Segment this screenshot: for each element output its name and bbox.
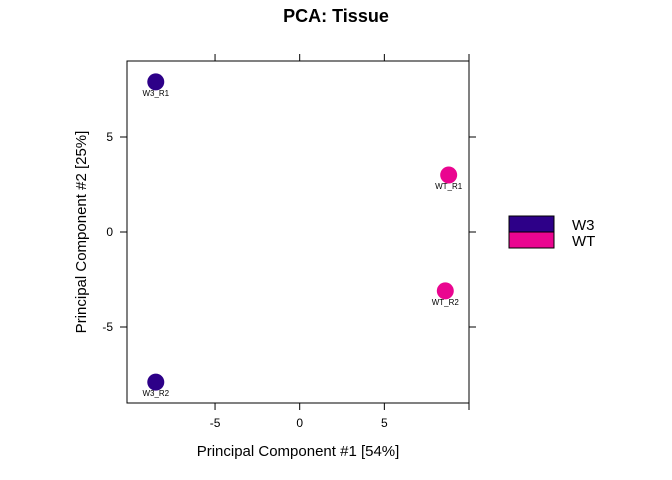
y-tick-label: 5 xyxy=(106,130,113,144)
chart-title: PCA: Tissue xyxy=(283,6,389,26)
point-label: W3_R2 xyxy=(142,389,169,398)
axis-ticks: -5 0 5 -5 0 5 xyxy=(102,54,476,430)
y-tick-label: 0 xyxy=(106,225,113,239)
point-label: WT_R2 xyxy=(432,298,460,307)
point-label: W3_R1 xyxy=(142,89,169,98)
y-tick-label: -5 xyxy=(102,320,113,334)
x-tick-label: 0 xyxy=(296,416,303,430)
legend-swatch xyxy=(508,231,555,249)
y-axis-label: Principal Component #2 [25%] xyxy=(73,131,90,334)
data-points: W3_R1 W3_R2 WT_R1 WT_R2 xyxy=(142,73,463,398)
x-axis-label: Principal Component #1 [54%] xyxy=(197,443,400,460)
x-tick-label: 5 xyxy=(381,416,388,430)
point-label: WT_R1 xyxy=(435,182,463,191)
plot-frame xyxy=(126,60,470,404)
data-point xyxy=(436,282,454,300)
legend-swatch xyxy=(508,215,555,233)
x-tick-label: -5 xyxy=(210,416,221,430)
data-point xyxy=(147,73,165,91)
legend-label: W3 xyxy=(572,217,595,234)
data-point xyxy=(147,373,165,391)
legend-label: WT xyxy=(572,233,595,250)
data-point xyxy=(440,166,458,184)
